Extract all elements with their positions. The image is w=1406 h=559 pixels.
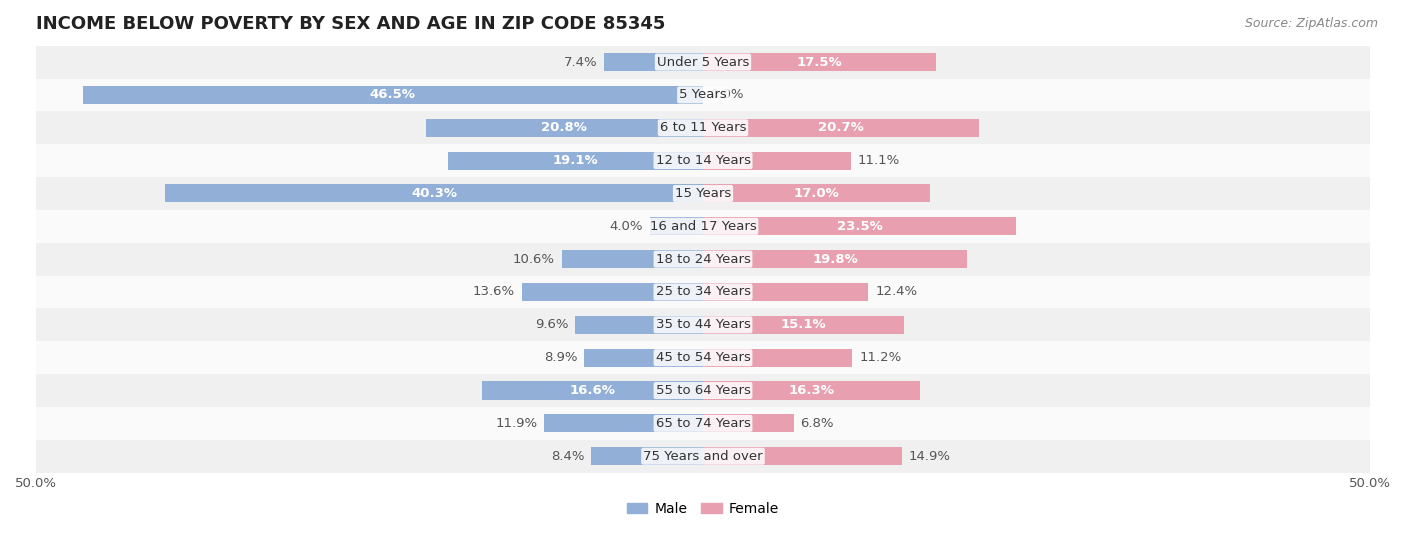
Text: 18 to 24 Years: 18 to 24 Years (655, 253, 751, 266)
Bar (703, 381, 921, 400)
Bar (703, 151, 851, 169)
Text: 6 to 11 Years: 6 to 11 Years (659, 121, 747, 134)
Bar (561, 250, 703, 268)
Text: 11.2%: 11.2% (859, 351, 901, 364)
Bar (482, 381, 703, 400)
Bar (703, 283, 869, 301)
Bar (83, 86, 703, 104)
Bar (37, 440, 1369, 472)
Bar (703, 447, 901, 465)
Text: 35 to 44 Years: 35 to 44 Years (655, 318, 751, 331)
Bar (37, 374, 1369, 407)
Text: Source: ZipAtlas.com: Source: ZipAtlas.com (1244, 17, 1378, 30)
Bar (37, 210, 1369, 243)
Bar (37, 243, 1369, 276)
Text: 13.6%: 13.6% (472, 286, 515, 299)
Bar (426, 119, 703, 137)
Bar (585, 349, 703, 367)
Text: 17.0%: 17.0% (793, 187, 839, 200)
Text: 17.5%: 17.5% (797, 55, 842, 69)
Bar (37, 407, 1369, 440)
Bar (522, 283, 703, 301)
Text: 25 to 34 Years: 25 to 34 Years (655, 286, 751, 299)
Bar (703, 217, 1017, 235)
Text: Under 5 Years: Under 5 Years (657, 55, 749, 69)
Bar (605, 53, 703, 71)
Bar (703, 250, 967, 268)
Text: 11.9%: 11.9% (495, 417, 537, 430)
Text: 12.4%: 12.4% (875, 286, 917, 299)
Text: 16 and 17 Years: 16 and 17 Years (650, 220, 756, 233)
Legend: Male, Female: Male, Female (621, 496, 785, 521)
Bar (703, 53, 936, 71)
Bar (37, 309, 1369, 341)
Text: 19.1%: 19.1% (553, 154, 599, 167)
Bar (703, 316, 904, 334)
Bar (37, 276, 1369, 309)
Text: 4.0%: 4.0% (609, 220, 643, 233)
Bar (37, 111, 1369, 144)
Text: 9.6%: 9.6% (534, 318, 568, 331)
Bar (37, 78, 1369, 111)
Bar (37, 144, 1369, 177)
Bar (703, 349, 852, 367)
Text: 5 Years: 5 Years (679, 88, 727, 101)
Text: 7.4%: 7.4% (564, 55, 598, 69)
Bar (575, 316, 703, 334)
Bar (544, 414, 703, 433)
Bar (37, 177, 1369, 210)
Bar (37, 46, 1369, 78)
Text: 16.6%: 16.6% (569, 384, 616, 397)
Bar (703, 119, 979, 137)
Text: 0.0%: 0.0% (710, 88, 744, 101)
Text: 16.3%: 16.3% (789, 384, 835, 397)
Text: 20.8%: 20.8% (541, 121, 588, 134)
Text: 8.9%: 8.9% (544, 351, 578, 364)
Bar (703, 414, 794, 433)
Text: 75 Years and over: 75 Years and over (643, 449, 763, 463)
Bar (166, 184, 703, 202)
Text: 45 to 54 Years: 45 to 54 Years (655, 351, 751, 364)
Text: 12 to 14 Years: 12 to 14 Years (655, 154, 751, 167)
Text: 65 to 74 Years: 65 to 74 Years (655, 417, 751, 430)
Text: INCOME BELOW POVERTY BY SEX AND AGE IN ZIP CODE 85345: INCOME BELOW POVERTY BY SEX AND AGE IN Z… (37, 15, 665, 33)
Bar (650, 217, 703, 235)
Text: 55 to 64 Years: 55 to 64 Years (655, 384, 751, 397)
Text: 15 Years: 15 Years (675, 187, 731, 200)
Text: 19.8%: 19.8% (813, 253, 858, 266)
Bar (37, 341, 1369, 374)
Text: 14.9%: 14.9% (908, 449, 950, 463)
Text: 8.4%: 8.4% (551, 449, 585, 463)
Bar (703, 184, 929, 202)
Text: 15.1%: 15.1% (780, 318, 827, 331)
Text: 6.8%: 6.8% (800, 417, 834, 430)
Text: 20.7%: 20.7% (818, 121, 863, 134)
Text: 10.6%: 10.6% (513, 253, 555, 266)
Text: 23.5%: 23.5% (837, 220, 883, 233)
Text: 40.3%: 40.3% (411, 187, 457, 200)
Text: 11.1%: 11.1% (858, 154, 900, 167)
Bar (449, 151, 703, 169)
Bar (591, 447, 703, 465)
Text: 46.5%: 46.5% (370, 88, 416, 101)
